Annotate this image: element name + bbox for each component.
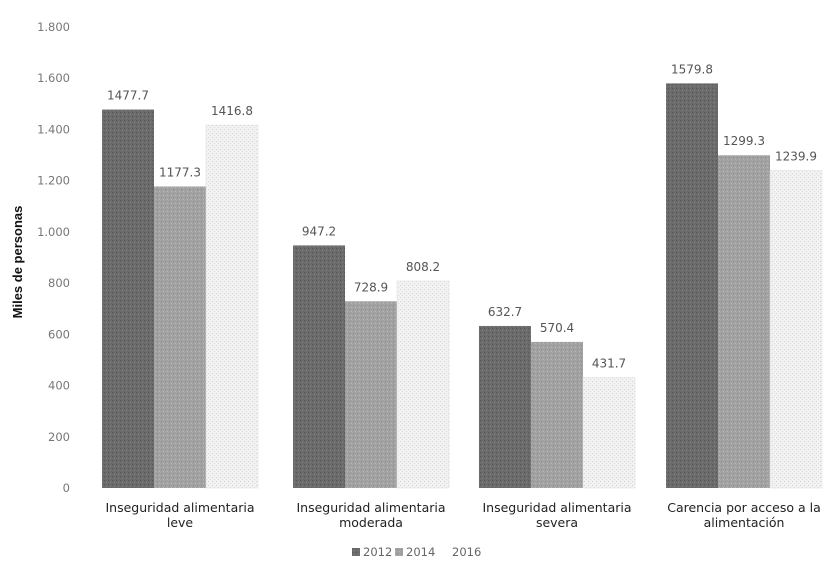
bar-2012 [293,245,345,488]
data-label: 431.7 [592,356,626,370]
legend: 2012 2014 2016 [352,545,481,559]
bar-2012 [666,83,718,489]
y-tick-label: 0 [63,481,70,495]
category-label: moderada [339,515,403,530]
data-label: 1177.3 [159,165,201,179]
y-tick-label: 1.400 [37,122,70,136]
y-tick-label: 400 [48,379,70,393]
category-label: Inseguridad alimentaria [296,500,445,515]
category-label: leve [167,515,194,530]
category-label: Inseguridad alimentaria [482,500,631,515]
data-label: 1579.8 [671,62,713,76]
data-label: 808.2 [406,260,440,274]
bar-2014 [531,341,583,488]
bar-2016 [205,124,259,489]
bar-2012 [102,109,154,488]
category-label: alimentación [704,515,785,530]
bar-2016 [769,170,823,489]
data-label: 728.9 [354,280,388,294]
data-label: 947.2 [302,224,336,238]
y-tick-label: 1.800 [37,20,70,34]
legend-swatch-2012 [352,548,360,556]
data-label: 1477.7 [107,89,149,103]
bar-2014 [718,155,770,488]
y-tick-label: 1.200 [37,174,70,188]
y-tick-label: 1.000 [37,225,70,239]
bar-2016 [582,377,636,489]
y-axis-title: Miles de personas [10,206,25,319]
data-labels: 1477.7 1177.3 1416.8 947.2 728.9 808.2 632.7 57… [107,62,817,370]
y-tick-label: 200 [48,430,70,444]
category-label: severa [536,515,578,530]
data-label: 1239.9 [775,149,817,163]
category-label: Inseguridad alimentaria [105,500,254,515]
legend-label-2012: 2012 [363,545,392,559]
legend-label-2014: 2014 [406,545,435,559]
data-label: 1299.3 [723,134,765,148]
bars-group [102,83,823,489]
legend-swatch-2014 [395,548,403,556]
y-tick-label: 1.600 [37,71,70,85]
data-label: 1416.8 [211,104,253,118]
bar-2014 [154,186,206,488]
y-tick-label: 600 [48,327,70,341]
bar-2014 [345,301,397,488]
data-label: 632.7 [488,305,522,319]
data-label: 570.4 [540,321,574,335]
y-tick-label: 800 [48,276,70,290]
bar-2012 [479,325,531,488]
bar-2016 [396,280,450,489]
y-axis: 0 200 400 600 800 1.000 1.200 1.400 1.600 1.800 [37,20,70,495]
category-label: Carencia por acceso a la [667,500,821,515]
legend-label-2016: 2016 [452,545,481,559]
